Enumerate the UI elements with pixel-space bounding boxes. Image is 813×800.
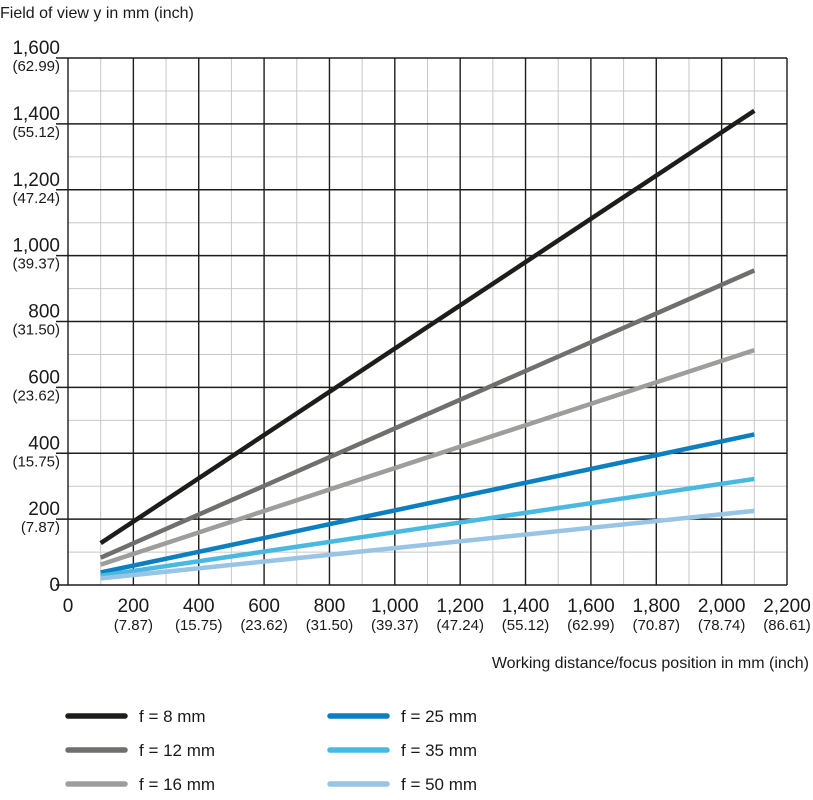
legend-label: f = 35 mm [401, 741, 477, 760]
x-tick-label: 400 [183, 596, 215, 617]
x-tick-sublabel: (23.62) [240, 617, 288, 634]
x-tick-label: 200 [118, 596, 150, 617]
x-tick-label: 1,000 [371, 596, 419, 617]
x-tick-sublabel: (15.75) [175, 617, 223, 634]
series-lines [99, 108, 756, 581]
x-tick-sublabel: (86.61) [763, 617, 811, 634]
x-axis-title: Working distance/focus position in mm (i… [492, 655, 809, 672]
x-tick-sublabel: (39.37) [371, 617, 419, 634]
y-tick-sublabel: (62.99) [12, 58, 60, 75]
y-tick-sublabel: (31.50) [12, 322, 60, 339]
y-tick-sublabel: (15.75) [12, 453, 60, 470]
y-tick-label: 0 [49, 575, 60, 596]
legend-item: f = 8 mm [65, 707, 206, 726]
y-tick-label: 1,200 [12, 170, 60, 191]
series-line-2 [99, 268, 756, 560]
y-axis-title: Field of view y in mm (inch) [0, 5, 194, 22]
series-line-3 [99, 348, 756, 567]
x-tick-label: 2,200 [763, 596, 811, 617]
x-tick-sublabel: (47.24) [436, 617, 484, 634]
legend-label: f = 25 mm [401, 707, 477, 726]
series-line-5 [100, 476, 755, 579]
y-tick-label: 600 [28, 367, 60, 388]
legend-label: f = 16 mm [139, 775, 215, 794]
legend-item: f = 12 mm [65, 741, 215, 760]
y-tick-label: 200 [28, 499, 60, 520]
legend-label: f = 8 mm [139, 707, 206, 726]
legend-item: f = 50 mm [327, 775, 477, 794]
x-tick-sublabel: (7.87) [114, 617, 153, 634]
series-line-6 [100, 508, 755, 581]
x-tick-sublabel: (70.87) [633, 617, 681, 634]
legend-label: f = 50 mm [401, 775, 477, 794]
legend-label: f = 12 mm [139, 741, 215, 760]
y-tick-label: 1,000 [12, 236, 60, 257]
x-tick-sublabel: (78.74) [698, 617, 746, 634]
series-line-1 [99, 108, 756, 546]
x-tick-label: 2,000 [698, 596, 746, 617]
y-tick-label: 1,400 [12, 104, 60, 125]
legend: f = 8 mm f = 12 mm f = 16 mm f = 25 mm f = 3… [65, 707, 477, 794]
y-tick-label: 1,600 [12, 38, 60, 59]
legend-item: f = 25 mm [327, 707, 477, 726]
x-tick-label: 1,400 [502, 596, 550, 617]
x-tick-sublabel: (62.99) [567, 617, 615, 634]
y-tick-sublabel: (55.12) [12, 124, 60, 141]
legend-item: f = 35 mm [327, 741, 477, 760]
series-line-4 [100, 432, 755, 575]
x-tick-label: 1,600 [567, 596, 615, 617]
y-tick-sublabel: (47.24) [12, 190, 60, 207]
y-tick-sublabel: (7.87) [21, 519, 60, 536]
x-tick-label: 1,200 [436, 596, 484, 617]
x-tick-label: 800 [314, 596, 346, 617]
x-tick-label: 0 [63, 596, 74, 617]
y-tick-sublabel: (39.37) [12, 256, 60, 273]
x-tick-sublabel: (31.50) [306, 617, 354, 634]
y-tick-label: 400 [28, 433, 60, 454]
y-tick-sublabel: (23.62) [12, 387, 60, 404]
legend-item: f = 16 mm [65, 775, 215, 794]
x-tick-sublabel: (55.12) [502, 617, 550, 634]
x-tick-label: 1,800 [632, 596, 680, 617]
x-tick-label: 600 [248, 596, 280, 617]
y-tick-labels: 0 200(7.87) 400(15.75) 600(23.62) 800(31.50)… [12, 38, 60, 596]
x-tick-labels: 0 200(7.87) 400(15.75) 600(23.62) 800(31.50)… [63, 596, 811, 634]
y-tick-label: 800 [28, 302, 60, 323]
